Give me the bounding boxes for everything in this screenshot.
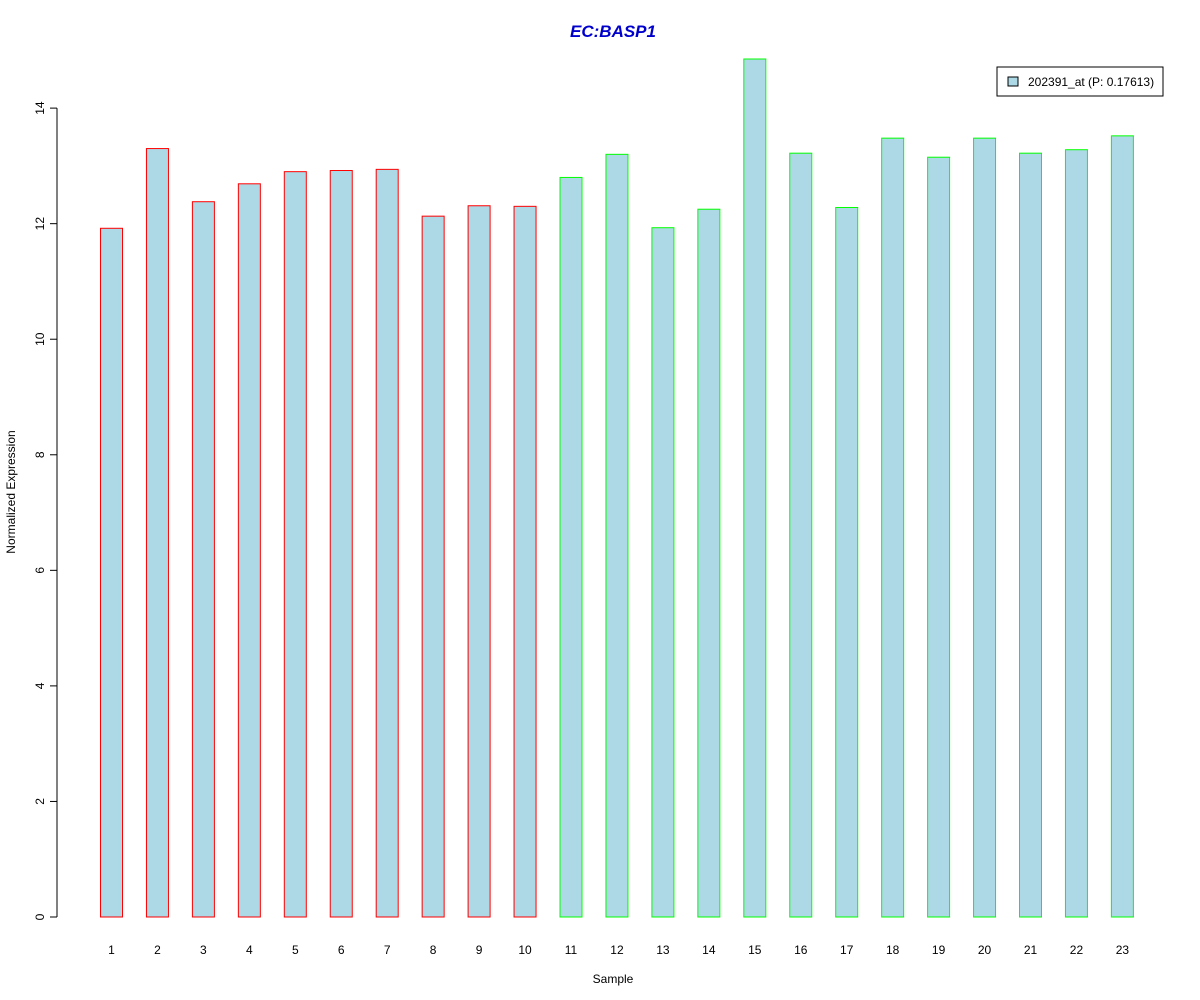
y-tick-label: 4 <box>33 682 47 689</box>
y-tick-label: 14 <box>33 101 47 115</box>
y-tick-label: 8 <box>33 451 47 458</box>
x-tick-label: 1 <box>108 943 115 957</box>
bar-sample-8 <box>421 215 445 918</box>
y-tick-label: 2 <box>33 798 47 805</box>
bar-sample-14 <box>697 208 721 918</box>
x-tick-label: 5 <box>292 943 299 957</box>
bar-sample-6 <box>329 170 353 918</box>
bar-sample-20 <box>973 137 997 918</box>
chart-title: EC:BASP1 <box>570 22 656 41</box>
x-tick-label: 20 <box>978 943 992 957</box>
bar-sample-23 <box>1110 135 1134 918</box>
y-axis-label: Normalized Expression <box>4 430 18 553</box>
x-tick-label: 21 <box>1024 943 1038 957</box>
legend-swatch <box>1007 76 1019 87</box>
y-tick-label: 0 <box>33 913 47 920</box>
x-tick-label: 11 <box>565 943 578 957</box>
x-axis-label: Sample <box>593 972 634 986</box>
x-tick-label: 2 <box>154 943 161 957</box>
bar-sample-13 <box>651 227 675 918</box>
y-tick-label: 6 <box>33 567 47 574</box>
x-tick-label: 6 <box>338 943 345 957</box>
x-tick-label: 23 <box>1116 943 1130 957</box>
bar-sample-17 <box>835 206 859 918</box>
legend: 202391_at (P: 0.17613) <box>996 66 1164 97</box>
bar-sample-3 <box>191 201 215 918</box>
x-tick-label: 14 <box>702 943 716 957</box>
y-axis: 0 2 4 6 8 10 12 14 <box>33 101 58 920</box>
x-tick-label: 3 <box>200 943 207 957</box>
legend-box <box>996 66 1164 97</box>
y-tick-label: 10 <box>33 332 47 346</box>
x-tick-label: 7 <box>384 943 391 957</box>
x-tick-labels: 1 2 3 4 5 6 7 8 9 10 11 12 13 14 15 16 17 18 19 20 21 22 23 <box>108 943 1129 957</box>
x-tick-label: 12 <box>610 943 624 957</box>
bar-sample-2 <box>145 148 169 918</box>
x-tick-label: 17 <box>840 943 854 957</box>
bar-sample-5 <box>283 171 307 918</box>
bar-sample-9 <box>467 205 491 918</box>
x-tick-label: 9 <box>476 943 483 957</box>
x-tick-label: 18 <box>886 943 900 957</box>
bar-sample-11 <box>559 176 583 918</box>
x-tick-label: 16 <box>794 943 808 957</box>
bar-sample-21 <box>1019 152 1042 918</box>
x-tick-label: 4 <box>246 943 253 957</box>
bar-sample-10 <box>513 205 537 918</box>
bar-sample-1 <box>100 227 123 918</box>
bar-sample-19 <box>927 156 951 918</box>
bar-sample-16 <box>789 152 813 918</box>
bar-sample-15 <box>743 58 767 918</box>
x-tick-label: 13 <box>656 943 670 957</box>
x-tick-label: 15 <box>748 943 762 957</box>
x-tick-label: 22 <box>1070 943 1084 957</box>
x-tick-label: 8 <box>430 943 437 957</box>
bar-sample-22 <box>1064 149 1088 918</box>
x-tick-label: 10 <box>518 943 532 957</box>
bar-sample-7 <box>375 168 399 918</box>
bar-sample-18 <box>881 137 905 918</box>
legend-entry: 202391_at (P: 0.17613) <box>1028 75 1154 89</box>
y-tick-label: 12 <box>33 217 47 231</box>
bar-sample-4 <box>237 183 261 918</box>
bar-sample-12 <box>605 153 629 918</box>
x-tick-label: 19 <box>932 943 946 957</box>
bars-group <box>100 58 1134 918</box>
